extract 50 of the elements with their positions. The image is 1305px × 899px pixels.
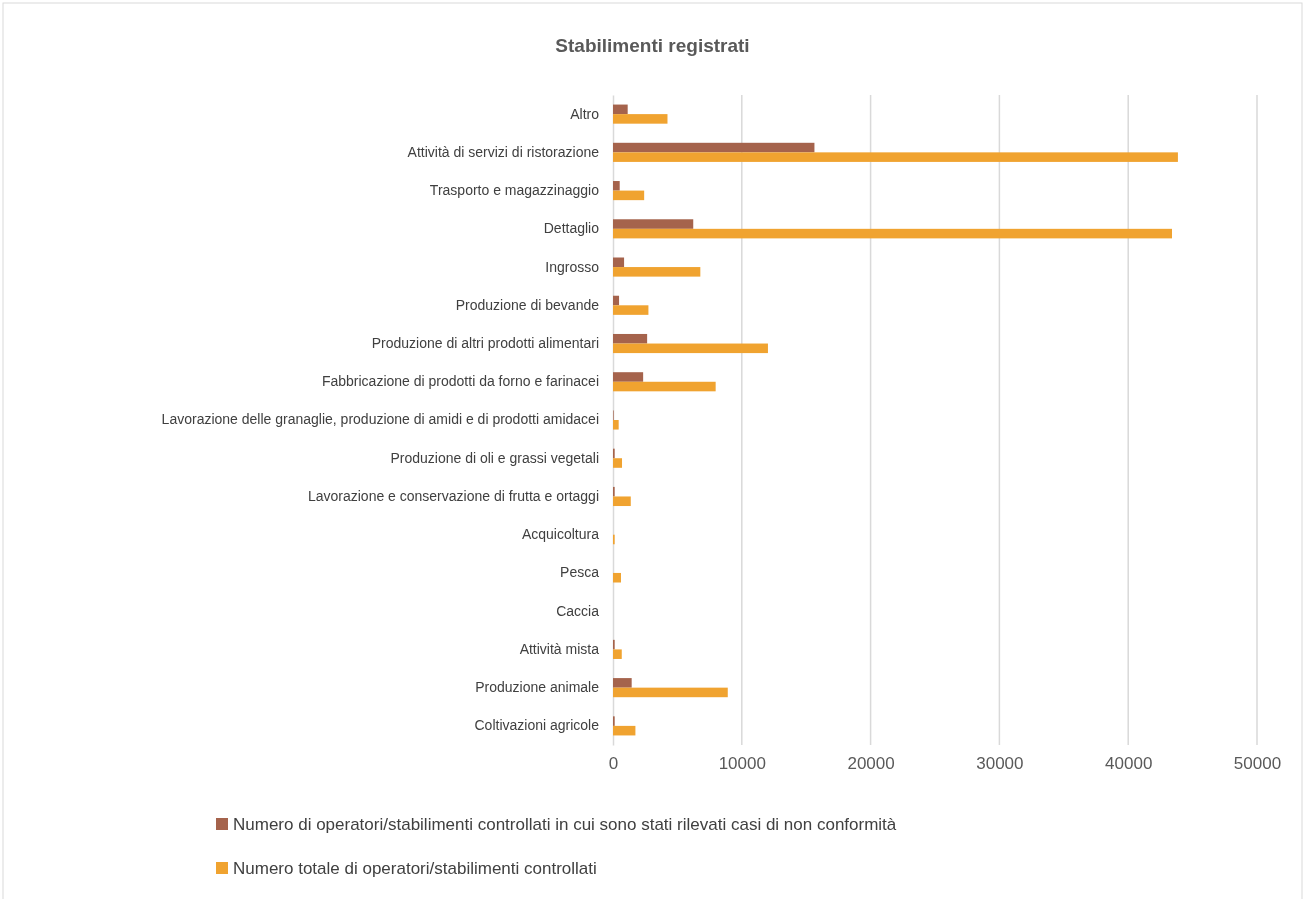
bar (613, 190, 645, 201)
x-tick-label: 20000 (847, 754, 895, 774)
bar (613, 333, 648, 344)
bar (613, 458, 623, 468)
y-tick-label: Altro (570, 105, 600, 122)
y-tick-label: Coltivazioni agricole (474, 717, 600, 734)
y-tick-label: Produzione di oli e grassi vegetali (390, 449, 599, 466)
bar (613, 104, 628, 115)
y-tick-label: Attività mista (519, 640, 600, 657)
y-tick-label: Lavorazione e conservazione di frutta e ortaggi (307, 487, 599, 504)
bar (613, 295, 620, 306)
bar (613, 372, 644, 382)
bar (613, 678, 632, 688)
y-tick-label: Lavorazione delle granaglie, produzione di amidi e di prodotti amidacei (161, 411, 599, 428)
y-tick-label: Fabbricazione di prodotti da forno e farinacei (321, 373, 599, 390)
y-tick-label: Pesca (560, 564, 600, 581)
x-tick-label: 10000 (718, 754, 766, 774)
x-tick-label: 30000 (976, 754, 1024, 774)
bar (613, 420, 619, 430)
bar (613, 219, 694, 229)
bar (613, 257, 625, 268)
bar (613, 572, 621, 583)
y-tick-label: Produzione di altri prodotti alimentari (371, 335, 599, 352)
legend-label: Numero di operatori/stabilimenti controllati in cui sono stati rilevati casi di non conformità (233, 815, 897, 834)
bar (613, 114, 668, 124)
bar (613, 725, 636, 736)
bar (613, 181, 620, 191)
bar (613, 496, 631, 507)
x-tick-label: 50000 (1233, 754, 1282, 774)
bar (613, 152, 1178, 162)
x-tick-label: 40000 (1105, 754, 1153, 774)
chart-title: Stabilimenti registrati (555, 35, 750, 56)
y-tick-label: Caccia (556, 602, 600, 619)
bar (613, 228, 1172, 239)
y-tick-label: Produzione di bevande (455, 296, 600, 313)
bar (613, 687, 728, 698)
bar (613, 381, 716, 392)
x-tick-label: 0 (608, 754, 619, 774)
y-tick-label: Acquicoltura (521, 526, 600, 543)
bar (613, 305, 649, 315)
y-tick-label: Produzione animale (475, 679, 600, 696)
y-tick-label: Trasporto e magazzinaggio (429, 182, 600, 199)
y-tick-label: Dettaglio (543, 220, 600, 237)
y-tick-label: Ingrosso (545, 258, 600, 275)
y-tick-label: Attività di servizi di ristorazione (407, 143, 600, 160)
legend-label: Numero totale di operatori/stabilimenti controllati (233, 859, 597, 878)
bar (613, 649, 622, 659)
bar (613, 267, 701, 277)
bar (613, 343, 768, 354)
bar (613, 142, 815, 153)
